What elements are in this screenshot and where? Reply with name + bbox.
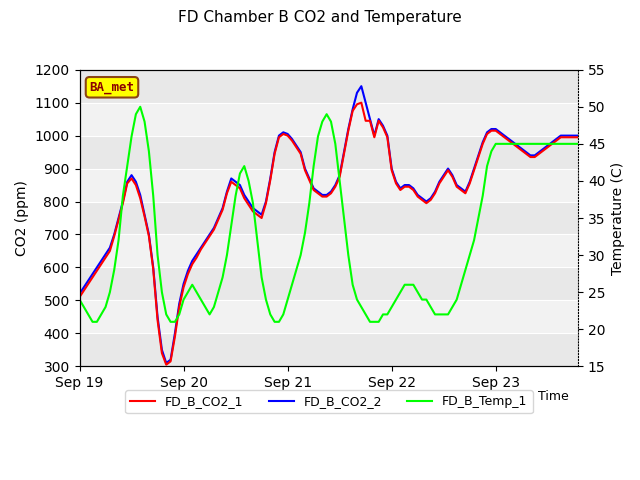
FD_B_CO2_2 bbox=[440, 172, 447, 178]
Line: FD_B_CO2_1: FD_B_CO2_1 bbox=[79, 103, 595, 365]
Bar bbox=[79, 103, 578, 136]
FD_B_CO2_1 bbox=[492, 128, 500, 133]
Text: FD Chamber B CO2 and Temperature: FD Chamber B CO2 and Temperature bbox=[178, 10, 462, 24]
FD_B_CO2_1 bbox=[188, 261, 196, 267]
FD_B_Temp_1 bbox=[591, 141, 599, 147]
Bar bbox=[79, 202, 578, 235]
FD_B_CO2_2 bbox=[219, 205, 227, 211]
FD_B_CO2_1 bbox=[591, 134, 599, 140]
FD_B_CO2_2 bbox=[76, 291, 83, 297]
FD_B_CO2_2 bbox=[583, 133, 591, 139]
FD_B_Temp_1 bbox=[76, 297, 83, 302]
Bar bbox=[79, 334, 578, 366]
Legend: FD_B_CO2_1, FD_B_CO2_2, FD_B_Temp_1: FD_B_CO2_1, FD_B_CO2_2, FD_B_Temp_1 bbox=[125, 390, 532, 413]
X-axis label: Time: Time bbox=[538, 390, 568, 403]
FD_B_Temp_1 bbox=[371, 319, 378, 324]
FD_B_Temp_1 bbox=[193, 289, 200, 295]
FD_B_Temp_1 bbox=[583, 141, 591, 147]
FD_B_CO2_1 bbox=[163, 362, 170, 368]
FD_B_CO2_2 bbox=[358, 84, 365, 89]
Bar bbox=[79, 168, 578, 202]
FD_B_CO2_2 bbox=[188, 258, 196, 264]
FD_B_Temp_1 bbox=[223, 252, 231, 258]
Bar bbox=[79, 300, 578, 334]
FD_B_CO2_1 bbox=[440, 174, 447, 180]
FD_B_CO2_2 bbox=[163, 360, 170, 366]
Bar bbox=[79, 267, 578, 300]
Bar bbox=[79, 70, 578, 103]
FD_B_CO2_1 bbox=[358, 100, 365, 106]
FD_B_CO2_1 bbox=[583, 134, 591, 140]
FD_B_CO2_1 bbox=[371, 134, 378, 140]
Y-axis label: Temperature (C): Temperature (C) bbox=[611, 161, 625, 275]
FD_B_Temp_1 bbox=[492, 141, 500, 147]
Bar bbox=[79, 235, 578, 267]
FD_B_Temp_1 bbox=[89, 319, 97, 324]
FD_B_CO2_2 bbox=[492, 126, 500, 132]
Bar bbox=[79, 136, 578, 168]
FD_B_Temp_1 bbox=[136, 104, 144, 109]
FD_B_Temp_1 bbox=[440, 312, 447, 317]
FD_B_CO2_2 bbox=[371, 133, 378, 139]
FD_B_CO2_2 bbox=[591, 133, 599, 139]
Line: FD_B_CO2_2: FD_B_CO2_2 bbox=[79, 86, 595, 363]
Y-axis label: CO2 (ppm): CO2 (ppm) bbox=[15, 180, 29, 256]
FD_B_CO2_1 bbox=[76, 294, 83, 300]
Line: FD_B_Temp_1: FD_B_Temp_1 bbox=[79, 107, 595, 322]
FD_B_CO2_1 bbox=[219, 207, 227, 213]
Text: BA_met: BA_met bbox=[90, 81, 134, 94]
